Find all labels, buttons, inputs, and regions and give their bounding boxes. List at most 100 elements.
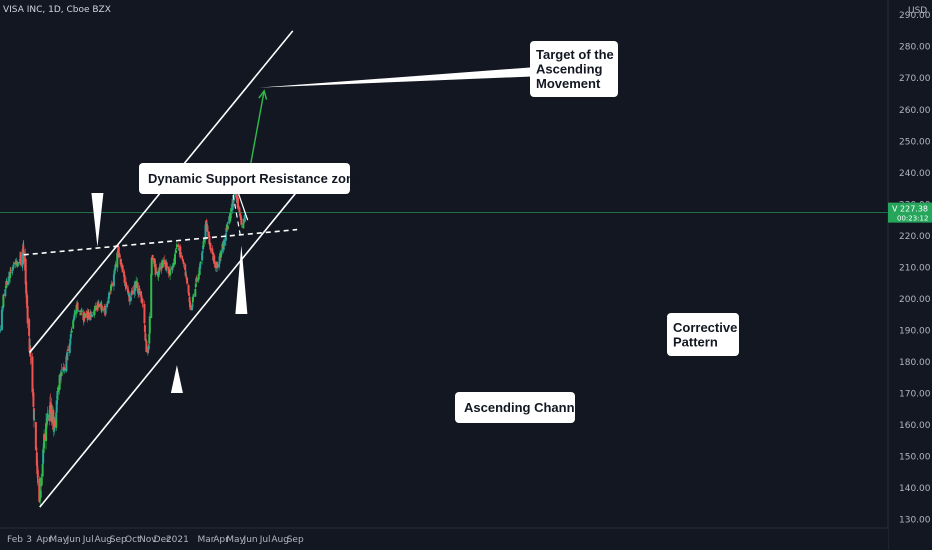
candle-body	[0, 309, 3, 331]
candle-body	[49, 402, 52, 405]
y-tick-label: 140.00	[899, 484, 931, 494]
candle-body	[144, 333, 147, 341]
callout-box[interactable]	[530, 41, 618, 97]
x-tick-label: Sep	[287, 535, 304, 545]
x-tick-label: Feb	[7, 535, 23, 545]
x-tick-label: Oct	[125, 535, 141, 545]
candle-body	[127, 293, 130, 297]
candle-body	[190, 305, 193, 311]
candle-body	[230, 208, 233, 212]
candle-body	[199, 261, 202, 264]
candle-body	[143, 325, 146, 333]
candle-body	[63, 367, 66, 371]
candle-body	[2, 294, 5, 296]
candle-body	[33, 419, 36, 421]
candle-body	[158, 267, 161, 273]
candle-body	[181, 258, 184, 260]
callout-box[interactable]	[667, 313, 739, 356]
candle-body	[185, 275, 188, 277]
candle-body	[1, 306, 4, 308]
candle-body	[40, 477, 43, 487]
candle-body	[118, 253, 121, 258]
candle-body	[163, 259, 166, 265]
candle-body	[144, 339, 147, 341]
callout-box[interactable]	[139, 163, 350, 194]
candle-body	[97, 303, 100, 308]
candle-body	[150, 258, 153, 276]
candle-body	[69, 334, 72, 339]
candle-body	[70, 330, 73, 333]
candle-body	[11, 267, 14, 271]
candle-body	[43, 435, 46, 440]
price-tag-box	[888, 202, 932, 223]
candle-body	[182, 259, 185, 261]
x-tick-label: Mar	[198, 535, 215, 545]
x-tick-label: Jul	[82, 535, 94, 545]
candle-body	[94, 305, 97, 311]
candle-body	[38, 478, 41, 502]
candle-body	[121, 265, 124, 273]
y-tick-label: 220.00	[899, 232, 931, 242]
candle-body	[191, 296, 194, 303]
candle-body	[242, 223, 245, 229]
candle-body	[30, 358, 33, 360]
candle-body	[107, 297, 110, 304]
candle-body	[9, 270, 12, 271]
x-tick-label: Nov	[139, 535, 157, 545]
time-axis-panel[interactable]	[0, 528, 888, 550]
callout-box[interactable]	[455, 392, 575, 423]
y-tick-label: 130.00	[899, 516, 931, 526]
candle-body	[189, 300, 192, 308]
candle-body	[173, 254, 176, 265]
candle-body	[157, 271, 160, 274]
candle-body	[14, 262, 17, 265]
candle-body	[194, 288, 197, 297]
callout-pointer	[258, 61, 617, 88]
candle-body	[209, 247, 212, 249]
candle-body	[76, 302, 79, 310]
currency-label: USD	[908, 6, 927, 16]
candle-body	[72, 318, 75, 322]
callout-text: Dynamic Support Resistance zone	[148, 171, 361, 186]
candle-body	[36, 470, 39, 478]
candle-body	[50, 404, 53, 422]
candle-body	[155, 272, 158, 274]
candle-body	[172, 262, 175, 268]
pattern-lower-line[interactable]	[232, 194, 242, 236]
candle-body	[243, 215, 246, 222]
candle-body	[58, 375, 61, 390]
candle-body	[104, 307, 107, 314]
candle-body	[28, 319, 31, 336]
candle-body	[60, 371, 63, 376]
candle-body	[141, 298, 144, 304]
candle-body	[112, 274, 115, 287]
candle-body	[39, 499, 42, 501]
candle-body	[155, 271, 158, 273]
x-tick-label: Aug	[271, 535, 289, 545]
candle-body	[206, 225, 209, 232]
price-axis-panel[interactable]	[888, 0, 932, 550]
candle-body	[25, 281, 28, 294]
channel-lower-line[interactable]	[39, 184, 303, 508]
callout-pointer	[91, 193, 104, 247]
candle-body	[203, 238, 206, 242]
candle-body	[202, 241, 205, 248]
x-tick-label: May	[226, 535, 245, 545]
x-tick-label: Sep	[110, 535, 127, 545]
candle-body	[192, 296, 195, 298]
candle-body	[231, 198, 234, 211]
candle-body	[16, 261, 19, 267]
candle-body	[226, 225, 229, 230]
y-tick-label: 250.00	[899, 137, 931, 147]
support-resistance-line[interactable]	[23, 228, 298, 256]
symbol-header: VISA INC, 1D, Cboe BZX	[3, 5, 111, 15]
candle-body	[179, 246, 182, 258]
candle-body	[167, 267, 170, 274]
candle-body	[148, 333, 151, 344]
candle-body	[157, 271, 160, 278]
candle-body	[175, 244, 178, 248]
target-arrow-head	[258, 89, 268, 100]
